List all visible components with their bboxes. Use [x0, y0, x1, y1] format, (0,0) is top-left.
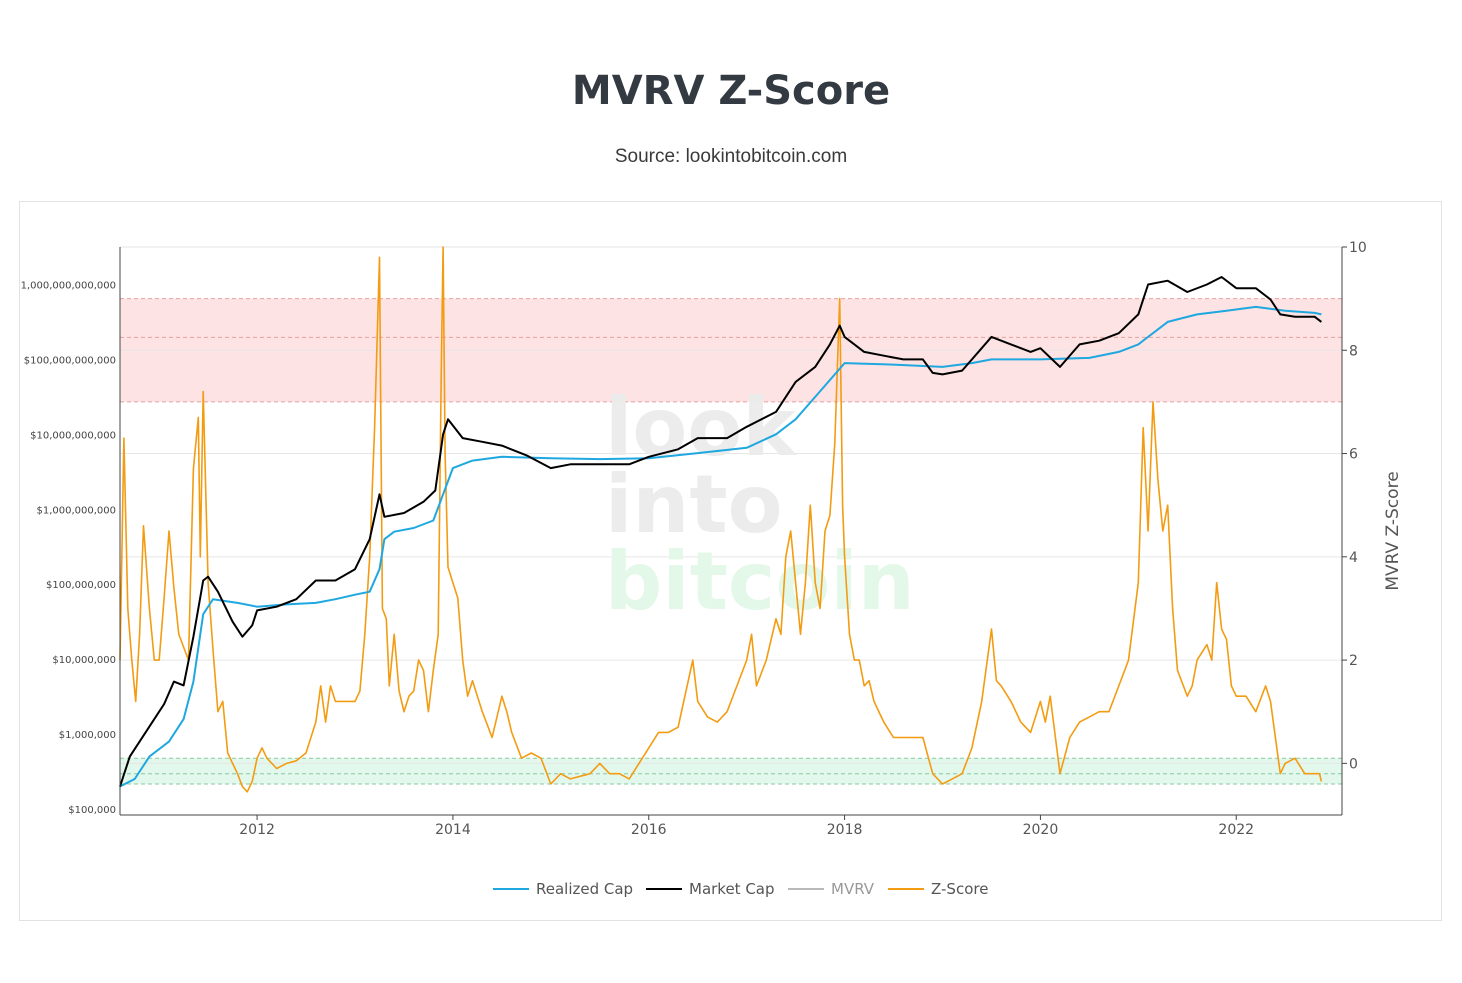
y-left-tick-label: $100,000: [68, 805, 116, 816]
y-right-tick-label: 8: [1349, 343, 1358, 359]
y-left-tick-label: $1,000,000: [59, 730, 116, 741]
watermark: lookintobitcoin: [605, 381, 915, 628]
series-z-score[interactable]: [119, 246, 1323, 793]
axes: $100,000 $1,000,000 $10,000,000 $100,000,00…: [21, 240, 1403, 838]
legend-label: MVRV: [831, 880, 875, 898]
x-tick-label: 2016: [631, 822, 667, 838]
y-right-tick-label: 4: [1349, 550, 1358, 566]
y-left-tick-label: $1,000,000,000: [36, 505, 116, 516]
series-realized-cap[interactable]: [119, 305, 1322, 788]
y-right-tick-label: 10: [1349, 240, 1367, 256]
x-tick-label: 2020: [1023, 822, 1059, 838]
series-market-cap[interactable]: [119, 276, 1323, 787]
watermark-into: into: [605, 458, 783, 551]
y-right-tick-label: 2: [1349, 653, 1358, 669]
grid-lines: [120, 246, 1342, 764]
legend-label: Z-Score: [931, 880, 988, 898]
band-undervalued: [120, 758, 1342, 785]
y-left-tick-label: $10,000,000,000: [30, 430, 116, 441]
y-right-tick-label: 6: [1349, 447, 1358, 463]
y-left-tick-label: $10,000,000: [52, 655, 116, 666]
legend-label: Realized Cap: [536, 880, 633, 898]
watermark-bitcoin: bitcoin: [605, 535, 915, 628]
series-lines: [119, 246, 1323, 793]
y-left-tick-label: $100,000,000,000: [24, 355, 116, 366]
y-right-tick-label: 0: [1349, 756, 1358, 772]
page-title: MVRV Z-Score: [571, 68, 891, 114]
x-tick-label: 2018: [827, 822, 863, 838]
legend-item-market-cap[interactable]: Market Cap: [646, 880, 775, 898]
x-tick-label: 2012: [239, 822, 275, 838]
chart-frame: [19, 201, 1442, 921]
legend-item-realized-cap[interactable]: Realized Cap: [493, 880, 633, 898]
legend-item-z-score[interactable]: Z-Score: [888, 880, 988, 898]
legend-item-mvrv[interactable]: MVRV: [788, 880, 875, 898]
x-tick-label: 2014: [435, 822, 471, 838]
y-left-tick-label: 1,000,000,000,000: [21, 280, 116, 291]
y-left-tick-label: $100,000,000: [46, 580, 116, 591]
x-tick-label: 2022: [1218, 822, 1254, 838]
legend: Realized Cap Market Cap MVRV Z-Score: [493, 880, 988, 898]
legend-label: Market Cap: [689, 880, 775, 898]
page-subtitle: Source: lookintobitcoin.com: [614, 146, 848, 167]
y-right-axis-title: MVRV Z-Score: [1383, 471, 1403, 590]
